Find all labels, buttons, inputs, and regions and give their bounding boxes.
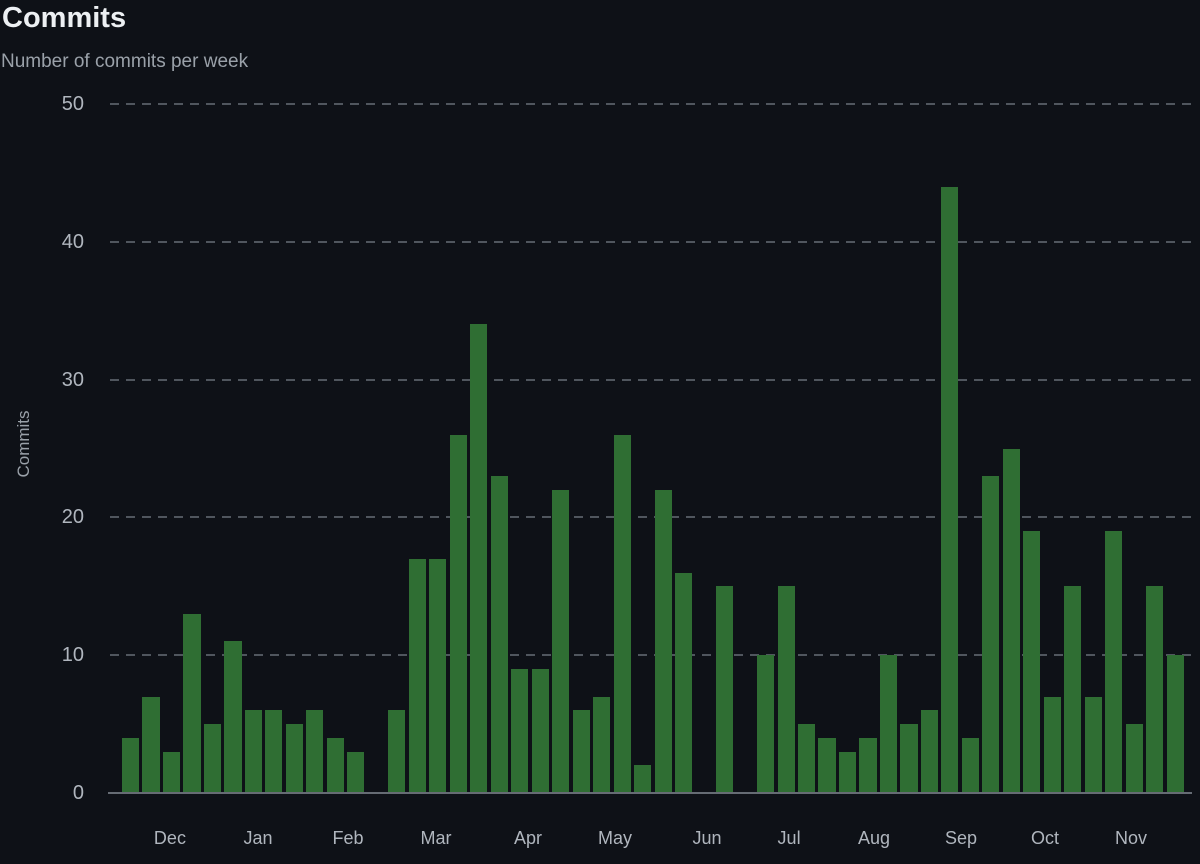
- x-axis-line: [108, 792, 1192, 794]
- x-tick-jan: Jan: [243, 828, 273, 848]
- bar-week-40: [920, 710, 938, 793]
- bar-week-38: [879, 655, 898, 793]
- bar-week-11: [326, 737, 344, 793]
- bar-week-41: [941, 186, 959, 793]
- bar-week-42: [961, 737, 979, 793]
- x-tick-jun: Jun: [692, 828, 722, 848]
- bar-week-27: [654, 489, 672, 793]
- bar-week-6: [224, 641, 242, 793]
- bar-week-4: [183, 613, 201, 793]
- y-tick-30: 30: [61, 368, 84, 391]
- bar-week-21: [531, 668, 549, 793]
- chart-title: Commits: [2, 2, 127, 34]
- plot-area: [108, 103, 1192, 794]
- bar-week-2: [142, 696, 160, 793]
- gridline-10: [110, 654, 1192, 657]
- bar-week-43: [982, 476, 1000, 793]
- bar-week-28: [675, 572, 693, 793]
- bar-week-52: [1166, 655, 1184, 793]
- bar-week-34: [797, 724, 816, 793]
- bar-week-33: [777, 586, 795, 793]
- bar-week-50: [1125, 724, 1143, 793]
- bar-week-7: [244, 710, 262, 793]
- bar-week-35: [818, 737, 836, 793]
- y-tick-10: 10: [61, 644, 84, 667]
- bar-week-12: [347, 751, 365, 793]
- bar-week-9: [285, 724, 303, 793]
- y-tick-50: 50: [61, 93, 84, 115]
- chart-subtitle: Number of commits per week: [1, 51, 249, 72]
- bar-week-26: [634, 765, 652, 793]
- bar-week-45: [1023, 531, 1041, 793]
- gridline-50: [110, 103, 1192, 105]
- x-tick-may: May: [597, 828, 632, 848]
- bar-week-25: [613, 434, 631, 793]
- bar-week-16: [429, 558, 447, 793]
- bar-week-39: [900, 724, 918, 793]
- gridline-40: [110, 240, 1192, 243]
- bar-week-8: [265, 710, 283, 793]
- bar-week-23: [572, 710, 590, 793]
- y-tick-0: 0: [72, 782, 84, 804]
- bar-week-5: [203, 724, 222, 793]
- bar-week-32: [757, 655, 775, 793]
- y-tick-40: 40: [61, 230, 84, 253]
- bar-week-46: [1043, 696, 1061, 793]
- bar-series-commits: [110, 104, 1192, 793]
- bar-week-44: [1002, 448, 1020, 793]
- bar-week-24: [593, 696, 611, 793]
- bar-week-15: [408, 558, 426, 793]
- bar-week-49: [1105, 531, 1123, 793]
- bar-week-37: [859, 737, 877, 793]
- bar-week-47: [1064, 586, 1082, 793]
- x-tick-nov: Nov: [1114, 828, 1147, 848]
- x-tick-sep: Sep: [944, 828, 977, 848]
- x-axis-tick-labels: Dec Jan Feb Mar Apr May Jun Jul Aug Sep Oct Nov: [110, 827, 1192, 849]
- x-tick-apr: Apr: [513, 828, 542, 848]
- bar-week-48: [1084, 696, 1102, 793]
- bar-week-3: [162, 751, 181, 793]
- gridline-30: [110, 378, 1192, 381]
- y-axis-title: Commits: [14, 410, 33, 478]
- x-tick-oct: Oct: [1030, 828, 1059, 848]
- bar-week-20: [511, 668, 529, 793]
- y-tick-20: 20: [61, 506, 84, 529]
- x-tick-dec: Dec: [153, 828, 186, 848]
- bar-week-17: [449, 434, 467, 793]
- bar-week-14: [388, 710, 406, 793]
- x-tick-jul: Jul: [777, 828, 801, 848]
- x-tick-mar: Mar: [420, 828, 452, 848]
- bar-week-30: [716, 586, 734, 793]
- x-tick-feb: Feb: [332, 828, 364, 848]
- bar-week-1: [122, 737, 140, 793]
- x-tick-aug: Aug: [857, 828, 891, 848]
- gridline-20: [110, 516, 1192, 519]
- bar-week-36: [838, 751, 857, 793]
- bar-week-18: [470, 324, 488, 793]
- bar-week-10: [306, 710, 324, 793]
- bar-week-51: [1146, 586, 1164, 793]
- bar-week-22: [552, 489, 570, 793]
- bar-week-19: [490, 476, 508, 793]
